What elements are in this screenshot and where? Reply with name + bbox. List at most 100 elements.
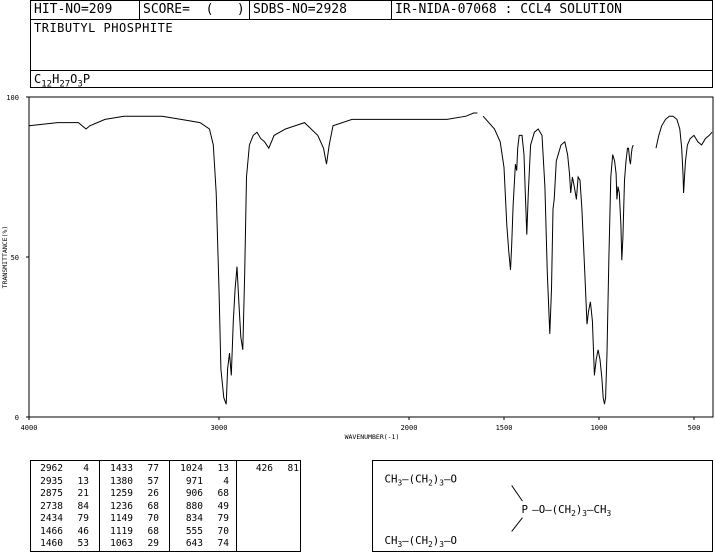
struct-bond-top bbox=[511, 485, 523, 502]
x-tick-label: 1000 bbox=[591, 424, 608, 432]
peak-wavenumber: 880 bbox=[185, 500, 203, 512]
peak-wavenumber: 2962 bbox=[40, 463, 63, 474]
spectrum-line bbox=[655, 115, 713, 194]
y-tick-label: 0 bbox=[15, 414, 19, 422]
peak-wavenumber: 1433 bbox=[110, 463, 133, 474]
peak-transmittance: 49 bbox=[217, 500, 229, 512]
x-axis: 4000 3000 2000 1500 1000 500 bbox=[21, 417, 701, 432]
peak-transmittance: 46 bbox=[77, 525, 89, 537]
peak-transmittance: 13 bbox=[217, 463, 229, 474]
peak-wavenumber: 2935 bbox=[40, 475, 63, 487]
peak-row: 426 81 bbox=[245, 463, 299, 476]
peak-wavenumber: 1119 bbox=[110, 525, 133, 537]
peak-transmittance: 13 bbox=[77, 475, 89, 487]
ir-nida-info: IR-NIDA-07068 : CCL4 SOLUTION bbox=[395, 2, 622, 17]
peak-transmittance: 21 bbox=[77, 488, 89, 499]
y-axis: 0 50 100 bbox=[6, 94, 29, 422]
peak-transmittance: 70 bbox=[217, 525, 229, 537]
sdbs-number: SDBS-NO=2928 bbox=[250, 1, 392, 19]
peak-transmittance: 4 bbox=[83, 463, 89, 474]
x-tick-label: 2000 bbox=[401, 424, 418, 432]
peak-row: 1119 68 bbox=[105, 526, 159, 539]
peak-column: 1024 13 971 4 906 68 880 49 834 79 555 70 643 74 bbox=[175, 463, 229, 551]
peak-wavenumber: 555 bbox=[185, 525, 203, 537]
peak-row: 1024 13 bbox=[175, 463, 229, 476]
x-tick-label: 500 bbox=[688, 424, 701, 432]
x-axis-label: WAVENUMBER(-1) bbox=[345, 433, 400, 441]
peak-transmittance: 26 bbox=[147, 488, 159, 499]
peak-table-divider bbox=[236, 461, 237, 551]
peak-row: 2434 79 bbox=[35, 513, 89, 526]
peak-transmittance: 79 bbox=[77, 513, 89, 524]
peak-transmittance: 79 bbox=[217, 513, 229, 524]
peak-wavenumber: 906 bbox=[185, 488, 203, 499]
peak-wavenumber: 1259 bbox=[110, 488, 133, 499]
spectrum-series bbox=[28, 112, 713, 405]
peak-column: 2962 4 2935 13 2875 21 2738 84 2434 79 1466 46 1460 5… bbox=[35, 463, 89, 551]
peak-wavenumber: 426 bbox=[255, 463, 273, 474]
peak-transmittance: 70 bbox=[147, 513, 159, 524]
peak-column: 1433 77 1380 57 1259 26 1236 68 1149 70 1119 68 1063… bbox=[105, 463, 159, 551]
struct-bottom-chain: CH3—(CH2)3—O bbox=[385, 534, 457, 549]
peak-wavenumber: 1466 bbox=[40, 525, 63, 537]
peak-wavenumber: 1024 bbox=[180, 463, 203, 474]
peak-transmittance: 57 bbox=[147, 475, 159, 487]
peak-row: 1259 26 bbox=[105, 488, 159, 501]
peak-transmittance: 68 bbox=[147, 525, 159, 537]
hit-number: HIT-NO=209 bbox=[31, 1, 140, 19]
peak-row: 1063 29 bbox=[105, 538, 159, 551]
peak-row: 2935 13 bbox=[35, 476, 89, 489]
y-tick-label: 50 bbox=[11, 254, 19, 262]
compound-name: TRIBUTYL PHOSPHITE bbox=[34, 21, 174, 35]
molecular-formula: C12H27O3P bbox=[34, 72, 91, 90]
struct-phosphorus: P bbox=[521, 503, 527, 516]
peak-transmittance: 68 bbox=[147, 500, 159, 512]
peak-row: 1433 77 bbox=[105, 463, 159, 476]
peak-wavenumber: 1460 bbox=[40, 538, 63, 549]
peak-column: 426 81 bbox=[245, 463, 299, 476]
peak-wavenumber: 643 bbox=[185, 538, 203, 549]
x-tick-label: 1500 bbox=[496, 424, 513, 432]
peak-row: 1460 53 bbox=[35, 538, 89, 551]
peak-transmittance: 68 bbox=[217, 488, 229, 499]
peak-row: 555 70 bbox=[175, 526, 229, 539]
peak-wavenumber: 834 bbox=[185, 513, 203, 524]
struct-right-chain: —O—(CH2)3—CH3 bbox=[532, 503, 611, 518]
peak-wavenumber: 2875 bbox=[40, 488, 63, 499]
peak-row: 2738 84 bbox=[35, 501, 89, 514]
peak-table-divider bbox=[99, 461, 100, 551]
peak-wavenumber: 2738 bbox=[40, 500, 63, 512]
peak-row: 1149 70 bbox=[105, 513, 159, 526]
peak-row: 1236 68 bbox=[105, 501, 159, 514]
peak-wavenumber: 1063 bbox=[110, 538, 133, 549]
ir-spectrum-chart: 0 50 100 4000 3000 2000 1500 1000 500 TRANSMITT… bbox=[1, 94, 714, 441]
peak-row: 834 79 bbox=[175, 513, 229, 526]
peak-wavenumber: 1380 bbox=[110, 475, 133, 487]
peak-row: 643 74 bbox=[175, 538, 229, 551]
chemical-structure: CH3—(CH2)3—O P —O—(CH2)3—CH3 CH3—(CH2)3—… bbox=[372, 460, 713, 552]
x-tick-label: 4000 bbox=[21, 424, 38, 432]
peak-wavenumber: 971 bbox=[185, 475, 203, 487]
formula-divider bbox=[31, 70, 712, 71]
struct-bond-bottom bbox=[511, 517, 523, 532]
spectrum-header: HIT-NO=209 SCORE= ( ) SDBS-NO=2928 IR-NI… bbox=[30, 0, 713, 90]
peak-row: 906 68 bbox=[175, 488, 229, 501]
peak-transmittance: 77 bbox=[147, 463, 159, 474]
peak-table: 2962 4 2935 13 2875 21 2738 84 2434 79 1466 46 1460 5… bbox=[30, 460, 301, 552]
peak-transmittance: 74 bbox=[217, 538, 229, 549]
peak-transmittance: 29 bbox=[147, 538, 159, 549]
peak-wavenumber: 1236 bbox=[110, 500, 133, 512]
plot-frame bbox=[28, 96, 714, 418]
peak-table-divider bbox=[169, 461, 170, 551]
spectrum-line bbox=[482, 115, 634, 405]
peak-row: 880 49 bbox=[175, 501, 229, 514]
struct-top-chain: CH3—(CH2)3—O bbox=[385, 473, 457, 488]
peak-transmittance: 84 bbox=[77, 500, 89, 512]
score: SCORE= ( ) bbox=[140, 1, 250, 19]
peak-row: 1466 46 bbox=[35, 526, 89, 539]
peak-row: 2875 21 bbox=[35, 488, 89, 501]
peak-row: 1380 57 bbox=[105, 476, 159, 489]
peak-transmittance: 81 bbox=[287, 463, 299, 474]
y-tick-label: 100 bbox=[6, 94, 19, 102]
x-tick-label: 3000 bbox=[211, 424, 228, 432]
